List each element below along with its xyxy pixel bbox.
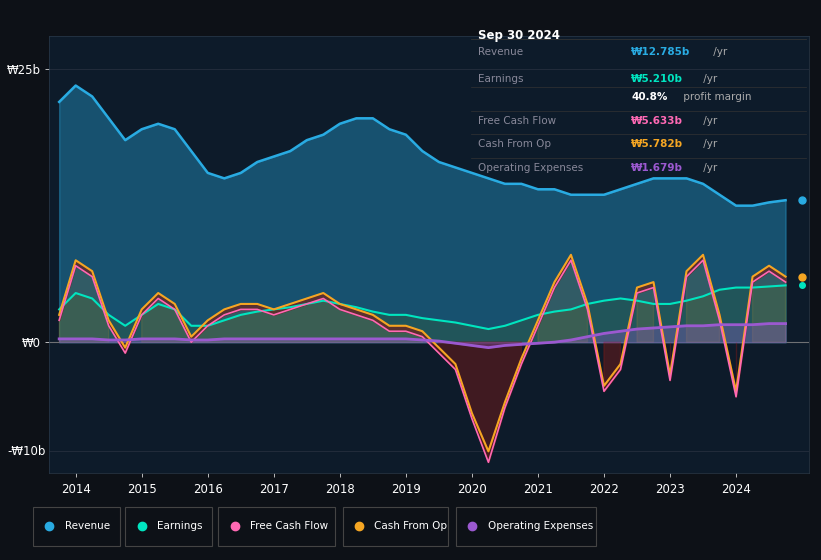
Text: /yr: /yr bbox=[699, 163, 717, 173]
FancyBboxPatch shape bbox=[33, 507, 120, 546]
Text: ₩1.679b: ₩1.679b bbox=[631, 163, 683, 173]
Text: /yr: /yr bbox=[699, 139, 717, 150]
Text: Cash From Op: Cash From Op bbox=[374, 521, 447, 531]
Text: Revenue: Revenue bbox=[478, 47, 523, 57]
Text: Cash From Op: Cash From Op bbox=[478, 139, 551, 150]
Text: -₩10b: -₩10b bbox=[7, 445, 45, 458]
Text: ₩5.782b: ₩5.782b bbox=[631, 139, 683, 150]
Text: Sep 30 2024: Sep 30 2024 bbox=[478, 29, 560, 41]
Text: Free Cash Flow: Free Cash Flow bbox=[478, 116, 556, 126]
Text: Operating Expenses: Operating Expenses bbox=[478, 163, 583, 173]
Text: ₩5.633b: ₩5.633b bbox=[631, 116, 683, 126]
FancyBboxPatch shape bbox=[342, 507, 448, 546]
FancyBboxPatch shape bbox=[218, 507, 335, 546]
FancyBboxPatch shape bbox=[125, 507, 212, 546]
FancyBboxPatch shape bbox=[456, 507, 595, 546]
Text: 40.8%: 40.8% bbox=[631, 92, 667, 102]
Text: ₩5.210b: ₩5.210b bbox=[631, 74, 683, 84]
Text: Earnings: Earnings bbox=[478, 74, 523, 84]
Text: ₩12.785b: ₩12.785b bbox=[631, 47, 690, 57]
Text: /yr: /yr bbox=[699, 116, 717, 126]
Text: profit margin: profit margin bbox=[680, 92, 752, 102]
Text: Free Cash Flow: Free Cash Flow bbox=[250, 521, 328, 531]
Text: /yr: /yr bbox=[699, 74, 717, 84]
Text: Revenue: Revenue bbox=[65, 521, 110, 531]
Text: Operating Expenses: Operating Expenses bbox=[488, 521, 593, 531]
Text: /yr: /yr bbox=[709, 47, 727, 57]
Text: Earnings: Earnings bbox=[157, 521, 202, 531]
